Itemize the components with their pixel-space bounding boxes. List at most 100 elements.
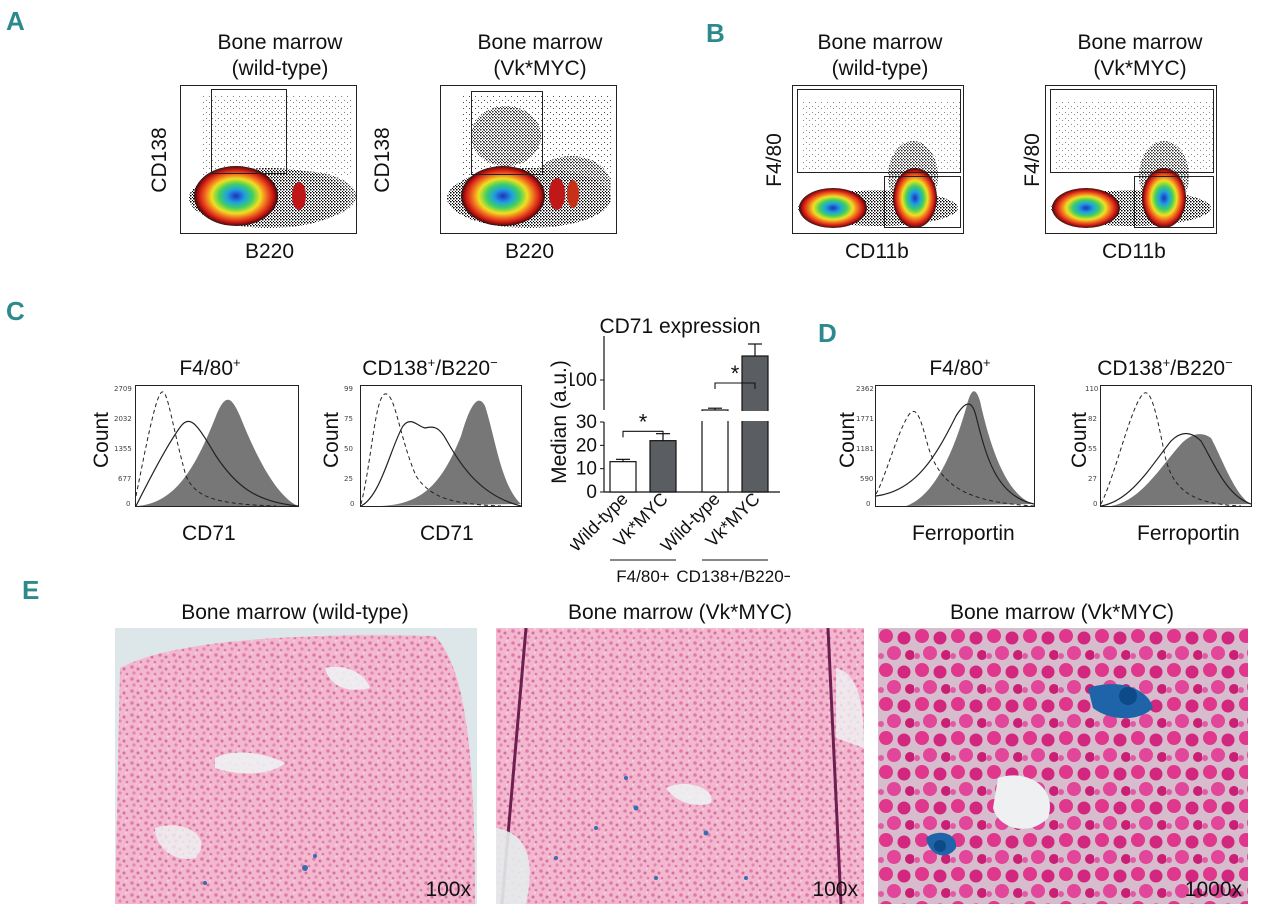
panel-letter-e: E — [22, 575, 40, 605]
panel-a-plot1-scatter — [180, 85, 357, 234]
y-tick-label: 20 — [576, 435, 597, 456]
ytick: 0 — [866, 500, 871, 508]
panel-a-plot2-title: Bone marrow (Vk*MYC) — [440, 30, 640, 82]
panel-d-hist2-title: CD138+/B220− — [1060, 350, 1270, 382]
panel-e-image2-title: Bone marrow (Vk*MYC) — [567, 601, 793, 624]
gate-cd11b — [1134, 176, 1214, 228]
panel-b-plot2-ylabel: F4/80 — [1021, 133, 1044, 187]
panel-letter-b: B — [706, 18, 725, 48]
ytick: 0 — [1093, 500, 1098, 508]
bar — [649, 440, 677, 493]
scatter-points — [447, 96, 611, 228]
panel-a-plot2-ylabel: CD138 — [371, 127, 394, 193]
panel-letter-a: A — [6, 6, 25, 36]
histogram — [136, 391, 298, 506]
title-line2: (wild-type) — [831, 57, 929, 80]
panel-d-hist2-ylabel: Count — [1068, 411, 1091, 469]
panel-b-plot1-ylabel: F4/80 — [763, 133, 786, 187]
title-sup: + — [1162, 355, 1171, 370]
panel-b-plot2-xlabel: CD11b — [1102, 240, 1166, 263]
y-tick-label: 100 — [570, 370, 597, 391]
title-line1: Bone marrow — [1077, 31, 1203, 54]
ytick: 590 — [860, 475, 874, 483]
histogram — [1101, 392, 1251, 506]
panel-letter-d: D — [818, 318, 837, 348]
y-tick-label: 30 — [576, 412, 597, 433]
title-text: F4/80 — [179, 357, 234, 380]
title-sup-2: − — [490, 355, 498, 370]
panel-e-image3-title: Bone marrow (Vk*MYC) — [949, 601, 1175, 624]
bar — [701, 409, 729, 493]
panel-c-hist1-ylabel: Count — [90, 411, 113, 469]
panel-a-plot1-ylabel: CD138 — [148, 127, 171, 193]
significance-bracket — [622, 430, 664, 438]
ytick: 2032 — [114, 415, 132, 423]
panel-c-hist2-xlabel: CD71 — [420, 522, 474, 545]
gate-plasma — [211, 89, 287, 174]
panel-b-plot1-xlabel: CD11b — [845, 240, 909, 263]
axis-break — [596, 411, 786, 421]
ytick: 677 — [118, 475, 132, 483]
magnification-label: 100x — [425, 878, 471, 901]
micrograph-image — [878, 628, 1248, 904]
ytick: 50 — [344, 445, 353, 453]
panel-d-hist1-plot — [875, 385, 1035, 507]
chart-title: CD71 expression — [599, 315, 761, 338]
gate-plasma — [471, 91, 543, 175]
panel-d-hist1-title: F4/80+ — [880, 350, 1040, 382]
panel-e-micrograph1: 100x — [115, 628, 477, 904]
micrograph-image — [496, 628, 864, 904]
panel-d-hist2-xlabel: Ferroportin — [1137, 522, 1240, 545]
significance-star: * — [639, 409, 648, 434]
title-line1: Bone marrow — [217, 31, 343, 54]
panel-b-plot1-title: Bone marrow (wild-type) — [780, 30, 980, 82]
panel-d-hist2-plot — [1100, 385, 1252, 507]
significance-bracket — [714, 382, 756, 389]
group-label: F4/80+ — [616, 567, 669, 586]
ytick: 27 — [1088, 475, 1097, 483]
y-tick-label: 0 — [586, 482, 597, 503]
panel-c-hist2-plot — [360, 385, 522, 507]
chart-ylabel: Median (a.u.) — [548, 360, 571, 484]
panel-c-hist1-title: F4/80+ — [130, 350, 290, 382]
title-sup: + — [427, 355, 436, 370]
ytick: 99 — [344, 385, 353, 393]
panel-a-plot2-scatter — [440, 85, 617, 234]
magnification-label: 100x — [812, 878, 858, 901]
ytick: 110 — [1085, 385, 1099, 393]
micrograph-image — [115, 628, 477, 904]
ytick: 82 — [1088, 415, 1097, 423]
histogram — [361, 393, 521, 506]
title-line1: Bone marrow — [477, 31, 603, 54]
ytick: 1771 — [856, 415, 874, 423]
gate-f480 — [1050, 89, 1214, 173]
ytick: 2709 — [114, 385, 132, 393]
title-text-2: /B220 — [1170, 357, 1226, 380]
ytick: 1181 — [856, 445, 874, 453]
panel-a-plot2-xlabel: B220 — [505, 240, 555, 263]
ytick: 0 — [126, 500, 131, 508]
ytick: 55 — [1088, 445, 1097, 453]
ytick: 0 — [350, 500, 355, 508]
ytick: 25 — [344, 475, 353, 483]
title-sup-2: − — [1225, 355, 1233, 370]
panel-e-micrograph2: 100x — [496, 628, 864, 904]
scatter-points — [798, 101, 961, 228]
title-text: CD138 — [362, 357, 428, 380]
cd71-bar-chart: 0102030100200**Wild-typeVk*MYCWild-typeV… — [570, 330, 790, 586]
panel-e-image1-title: Bone marrow (wild-type) — [181, 601, 409, 624]
panel-a-plot1-xlabel: B220 — [245, 240, 295, 263]
scatter-points — [1051, 101, 1214, 228]
magnification-label: 1000x — [1184, 878, 1242, 901]
panel-b-plot2-title: Bone marrow (Vk*MYC) — [1040, 30, 1240, 82]
title-sup: + — [233, 355, 241, 370]
panel-b-plot2-scatter — [1045, 85, 1217, 234]
ytick: 1355 — [114, 445, 132, 453]
title-line2: (wild-type) — [231, 57, 329, 80]
bar — [609, 461, 637, 493]
significance-star: * — [731, 361, 740, 386]
gate-cd11b — [884, 176, 961, 228]
panel-c-hist1-plot — [135, 385, 299, 507]
group-label: CD138+/B220− — [676, 567, 790, 586]
y-tick-label: 200 — [570, 330, 597, 331]
